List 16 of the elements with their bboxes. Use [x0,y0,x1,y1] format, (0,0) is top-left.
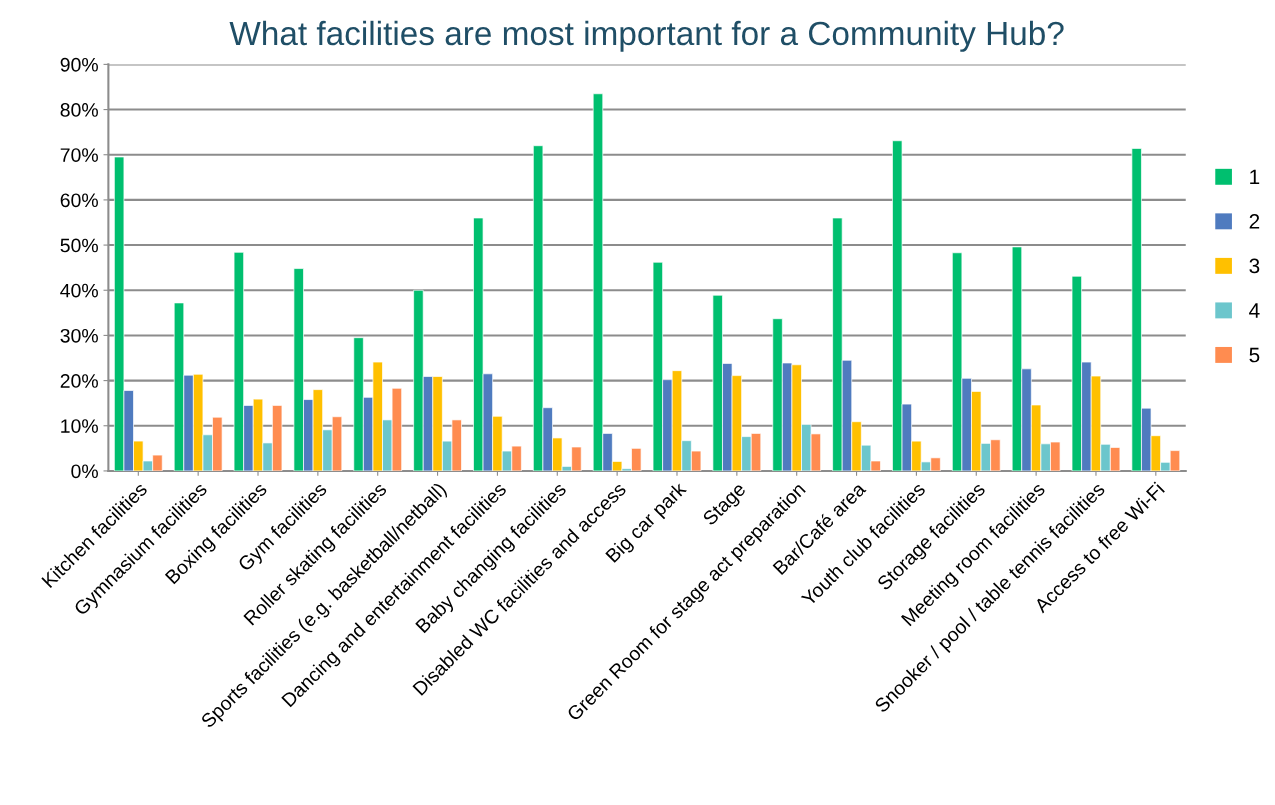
y-tick-label: 0% [71,464,98,479]
y-tick-label: 50% [60,238,98,253]
legend-label: 2 [1249,214,1260,229]
legend-label: 4 [1249,303,1260,318]
y-tick-label: 90% [60,57,98,72]
y-tick-label: 40% [60,283,98,298]
legend-label: 3 [1249,258,1260,274]
legend-label: 1 [1250,169,1260,185]
chart-title: What facilities are most important for a Community Hub? [229,20,1064,52]
y-tick-label: 80% [60,103,98,117]
y-tick-label: 10% [61,419,98,433]
y-tick-label: 30% [60,328,98,343]
y-tick-label: 70% [60,148,98,162]
y-tick-label: 20% [60,374,98,388]
y-tick-label: 60% [60,193,98,208]
legend-label: 5 [1249,347,1260,363]
